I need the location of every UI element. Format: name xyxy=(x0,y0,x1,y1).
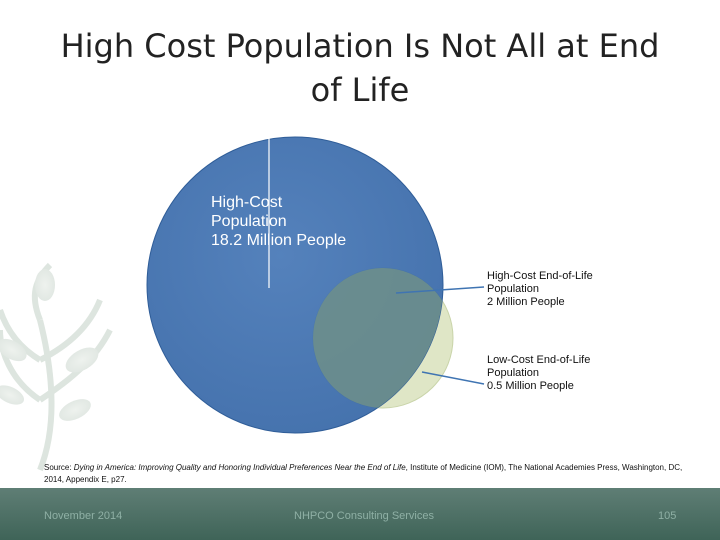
overlap-callout-line: 2 Million People xyxy=(487,296,565,308)
large-circle-label-line: High-Cost xyxy=(211,194,283,211)
source-citation: Source: Dying in America: Improving Qual… xyxy=(44,462,704,486)
small-circle-callout-line: Population xyxy=(487,367,539,379)
overlap-callout: High-Cost End-of-Life Population 2 Milli… xyxy=(487,270,593,309)
slide-title: High Cost Population Is Not All at End o… xyxy=(30,24,690,112)
small-circle-callout-line: 0.5 Million People xyxy=(487,380,574,392)
large-circle-label: High-Cost Population 18.2 Million People xyxy=(211,193,346,250)
overlap-leader-line xyxy=(395,286,485,294)
footer-organization: NHPCO Consulting Services xyxy=(294,510,434,522)
footer-bar: November 2014 NHPCO Consulting Services … xyxy=(0,488,720,540)
small-circle-leader-line xyxy=(421,371,485,385)
footer-date: November 2014 xyxy=(44,510,123,522)
slide-number: 105 xyxy=(658,510,677,522)
small-circle-callout: Low-Cost End-of-Life Population 0.5 Mill… xyxy=(487,354,590,393)
large-circle-label-line: 18.2 Million People xyxy=(211,232,347,249)
overlap-callout-line: High-Cost End-of-Life xyxy=(487,270,593,282)
source-prefix: Source: xyxy=(44,463,74,472)
source-title: Dying in America: Improving Quality and … xyxy=(73,463,406,472)
slide-title-line: High Cost Population Is Not All at End xyxy=(60,27,660,65)
background-logo xyxy=(0,262,113,472)
slide-title-line: of Life xyxy=(310,71,410,109)
overlap-region xyxy=(313,268,443,408)
overlap-callout-line: Population xyxy=(487,283,539,295)
source-suffix: , Institute of Medicine (IOM), The Natio… xyxy=(44,463,683,484)
small-circle-callout-line: Low-Cost End-of-Life xyxy=(487,354,591,366)
large-circle-label-line: Population xyxy=(211,213,287,230)
background-logo-leaves xyxy=(0,269,99,421)
